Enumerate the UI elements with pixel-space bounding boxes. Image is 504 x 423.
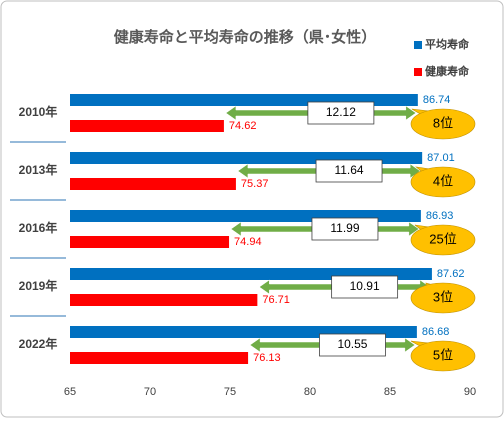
x-tick-label: 75 [224, 386, 236, 398]
chart-title: 健康寿命と平均寿命の推移（県･女性） [114, 28, 377, 46]
rank-label: 5位 [433, 347, 453, 362]
bar [70, 352, 249, 364]
rank-label: 25位 [429, 231, 456, 246]
value-label: 74.62 [229, 120, 257, 132]
value-label: 86.68 [422, 326, 450, 338]
value-label: 76.71 [262, 294, 290, 306]
x-tick-label: 80 [304, 386, 316, 398]
x-tick-label: 90 [464, 386, 476, 398]
legend-label: 健康寿命 [425, 64, 470, 78]
difference-label: 11.64 [334, 163, 363, 177]
y-tick-label: 2010年 [19, 104, 58, 119]
legend-swatch [414, 68, 422, 76]
value-label: 86.74 [423, 94, 451, 106]
rank-callout [410, 340, 476, 372]
difference-box [307, 101, 375, 125]
difference-box [319, 333, 386, 357]
difference-label: 12.12 [326, 105, 356, 119]
difference-label: 10.91 [350, 279, 380, 293]
difference-label: 11.99 [330, 221, 359, 235]
rank-label: 8位 [433, 115, 453, 130]
bar [70, 236, 230, 248]
rank-label: 3位 [433, 289, 453, 304]
x-tick-label: 65 [64, 386, 76, 398]
value-label: 86.93 [426, 210, 454, 222]
y-tick-label: 2013年 [19, 162, 58, 177]
y-tick-label: 2019年 [19, 278, 58, 293]
value-label: 74.94 [234, 236, 262, 248]
difference-label: 10.55 [337, 337, 367, 351]
rank-callout [410, 282, 476, 314]
bar [70, 178, 236, 190]
x-tick-label: 70 [144, 386, 156, 398]
rank-callout [410, 224, 476, 256]
rank-callout [410, 108, 476, 140]
legend-swatch [414, 41, 422, 49]
difference-box [315, 159, 383, 183]
rank-label: 4位 [433, 173, 453, 188]
difference-box [311, 217, 379, 241]
value-label: 76.13 [253, 352, 281, 364]
rank-callout [410, 166, 476, 198]
y-tick-label: 2016年 [19, 220, 58, 235]
value-label: 87.62 [437, 268, 465, 280]
value-label: 87.01 [427, 152, 455, 164]
difference-box [331, 275, 399, 299]
legend-label: 平均寿命 [425, 37, 470, 51]
y-tick-label: 2022年 [19, 336, 58, 351]
bar [70, 120, 224, 132]
x-tick-label: 85 [384, 386, 396, 398]
value-label: 75.37 [241, 178, 269, 190]
bar [70, 294, 258, 306]
